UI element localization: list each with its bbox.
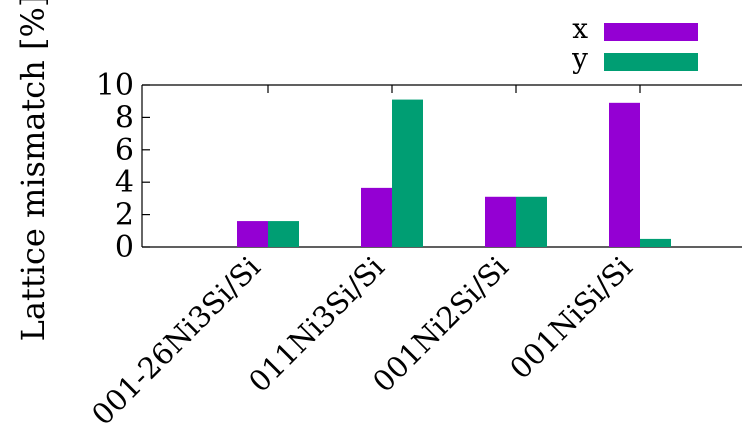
x-tick-label: 001NiSi/Si <box>503 250 639 386</box>
x-tick-label: 001-26Ni3Si/Si <box>85 250 267 432</box>
y-tick-label: 8 <box>115 100 134 135</box>
legend: xy <box>571 12 698 75</box>
y-tick-label: 10 <box>96 68 134 103</box>
bars <box>237 99 671 247</box>
x-axis: 001-26Ni3Si/Si011Ni3Si/Si001Ni2Si/Si001N… <box>85 85 641 432</box>
bar-y-2 <box>516 196 547 247</box>
bar-y-0 <box>268 221 299 247</box>
y-tick-label: 0 <box>115 230 134 265</box>
bar-x-0 <box>237 221 268 247</box>
legend-swatch-y <box>604 53 698 71</box>
y-tick-label: 4 <box>115 165 134 200</box>
legend-label-y: y <box>571 42 588 75</box>
legend-label-x: x <box>572 12 588 45</box>
y-axis-label: Lattice mismatch [%] <box>14 0 52 341</box>
y-tick-label: 6 <box>115 133 134 168</box>
bar-x-2 <box>485 196 516 247</box>
plot-area <box>141 84 742 248</box>
bar-y-1 <box>392 99 423 247</box>
legend-swatch-x <box>604 23 698 41</box>
bar-x-1 <box>361 187 392 247</box>
bar-x-3 <box>609 102 640 247</box>
y-tick-label: 2 <box>115 198 134 233</box>
bar-y-3 <box>640 238 671 247</box>
